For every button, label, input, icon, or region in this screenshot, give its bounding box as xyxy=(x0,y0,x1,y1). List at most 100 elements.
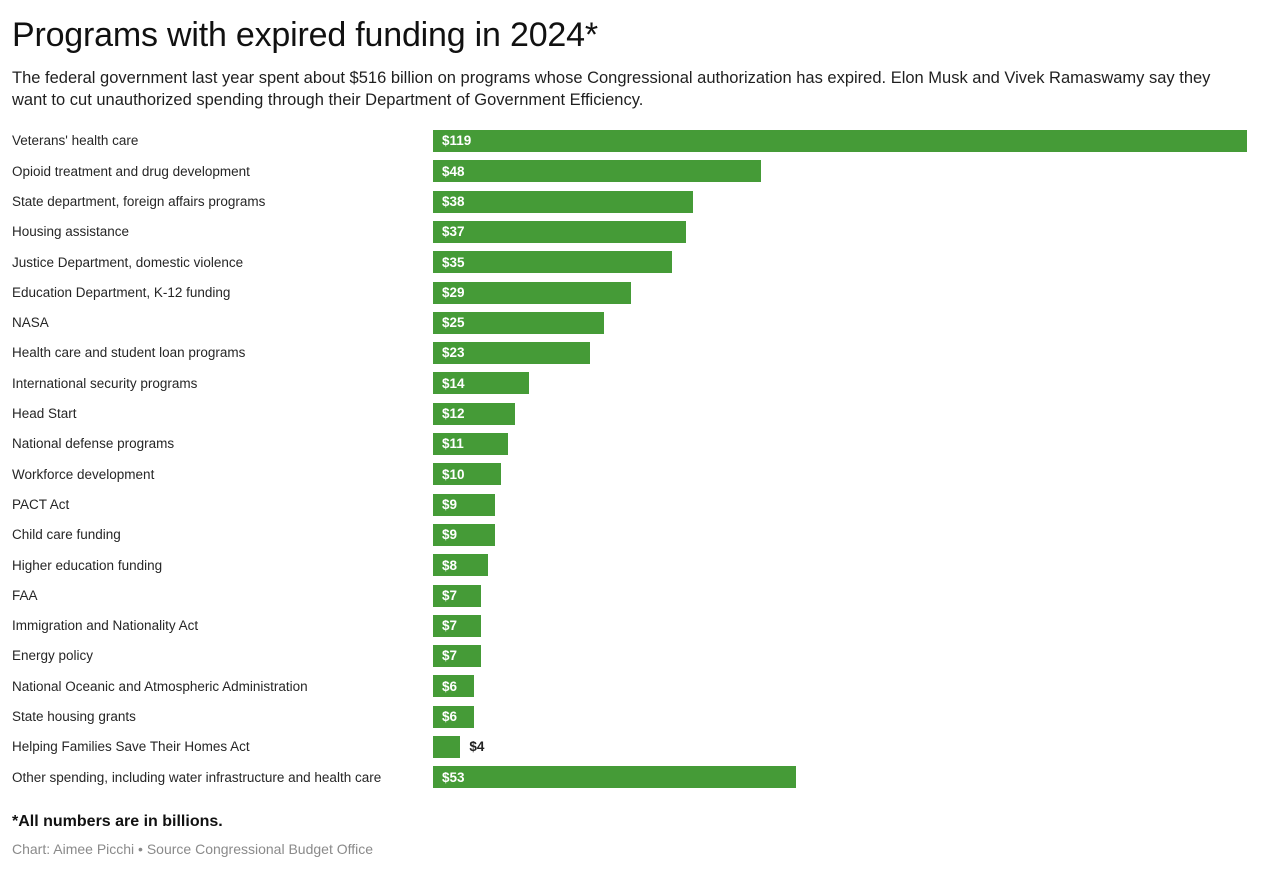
bar-category-label: Workforce development xyxy=(12,466,155,482)
bar[interactable]: $48 xyxy=(433,160,762,183)
bar-row: National Oceanic and Atmospheric Adminis… xyxy=(12,671,1268,701)
bar-category-label: Opioid treatment and drug development xyxy=(12,163,250,179)
bar-row: Housing assistance $37 xyxy=(12,217,1268,247)
bar[interactable] xyxy=(433,736,461,759)
bar-track: $9 xyxy=(433,520,1268,550)
bar-track: $53 xyxy=(433,762,1268,792)
bar-value-label: $10 xyxy=(442,466,465,482)
bar-track: $29 xyxy=(433,277,1268,307)
bar-value-label: $12 xyxy=(442,406,465,422)
bar[interactable]: $23 xyxy=(433,342,591,365)
bar-value-label: $48 xyxy=(442,163,465,179)
bar[interactable]: $37 xyxy=(433,220,687,243)
bar-track: $12 xyxy=(433,399,1268,429)
bar[interactable]: $14 xyxy=(433,372,529,395)
bar-track: $14 xyxy=(433,368,1268,398)
bar-track: $11 xyxy=(433,429,1268,459)
bar-category-label: Housing assistance xyxy=(12,224,130,240)
bar-category-label: State department, foreign affairs progra… xyxy=(12,193,266,209)
bar-track: $35 xyxy=(433,247,1268,277)
bar[interactable]: $53 xyxy=(433,766,796,789)
bar-track: $8 xyxy=(433,550,1268,580)
bar-row: Opioid treatment and drug development $48 xyxy=(12,156,1268,186)
bar-row: International security programs $14 xyxy=(12,368,1268,398)
bar[interactable]: $8 xyxy=(433,554,488,577)
bar-row: Health care and student loan programs $23 xyxy=(12,338,1268,368)
bar-row: State housing grants $6 xyxy=(12,702,1268,732)
bar[interactable]: $25 xyxy=(433,311,604,334)
bar-row: Higher education funding $8 xyxy=(12,550,1268,580)
bar-value-label: $11 xyxy=(442,436,464,452)
bar-category-label: PACT Act xyxy=(12,496,70,512)
bar-value-label: $7 xyxy=(442,618,458,634)
bar-value-label: $23 xyxy=(442,345,465,361)
bar-track: $6 xyxy=(433,671,1268,701)
bar[interactable]: $7 xyxy=(433,614,481,637)
bar[interactable]: $12 xyxy=(433,402,516,425)
bar-track: $48 xyxy=(433,156,1268,186)
bar-track: $10 xyxy=(433,459,1268,489)
bar-value-label: $25 xyxy=(442,315,465,331)
bar-category-label: National defense programs xyxy=(12,436,175,452)
bar-category-label: Higher education funding xyxy=(12,557,163,573)
bar-track: $37 xyxy=(433,217,1268,247)
bar[interactable]: $119 xyxy=(433,130,1247,153)
bar-value-label: $7 xyxy=(442,648,458,664)
bar-track: $7 xyxy=(433,611,1268,641)
bar[interactable]: $7 xyxy=(433,584,481,607)
bar-track: $4 xyxy=(433,732,1268,762)
bar[interactable]: $29 xyxy=(433,281,632,304)
bar-value-label: $35 xyxy=(442,254,465,270)
bar[interactable]: $7 xyxy=(433,645,481,668)
bar[interactable]: $11 xyxy=(433,433,509,456)
bar[interactable]: $10 xyxy=(433,463,502,486)
bar-category-label: Health care and student loan programs xyxy=(12,345,246,361)
bar-rows-container: Veterans' health care $119 Opioid treatmen… xyxy=(12,126,1268,793)
bar-category-label: Helping Families Save Their Homes Act xyxy=(12,739,250,755)
bar-value-label: $9 xyxy=(442,527,458,543)
bar[interactable]: $35 xyxy=(433,251,673,274)
chart-footnote: *All numbers are in billions. xyxy=(12,813,223,831)
bar-row: Education Department, K-12 funding $29 xyxy=(12,277,1268,307)
chart-subtitle: The federal government last year spent a… xyxy=(12,69,1211,110)
bar-row: Veterans' health care $119 xyxy=(12,126,1268,156)
page-title: Programs with expired funding in 2024* xyxy=(12,16,598,54)
bar[interactable]: $9 xyxy=(433,493,495,516)
bar-track: $6 xyxy=(433,702,1268,732)
bar-track: $25 xyxy=(433,308,1268,338)
bar-value-label: $29 xyxy=(442,284,465,300)
bar-track: $38 xyxy=(433,187,1268,217)
bar[interactable]: $38 xyxy=(433,190,693,213)
bar-row: Workforce development $10 xyxy=(12,459,1268,489)
bar-value-label: $6 xyxy=(442,708,458,724)
bar-row: Child care funding $9 xyxy=(12,520,1268,550)
bar-category-label: International security programs xyxy=(12,375,198,391)
bar-category-label: Immigration and Nationality Act xyxy=(12,618,199,634)
bar-row: Other spending, including water infrastr… xyxy=(12,762,1268,792)
bar-value-label: $37 xyxy=(442,224,465,240)
bar-value-label: $4 xyxy=(469,739,485,755)
bar-track: $7 xyxy=(433,641,1268,671)
bar-value-label: $119 xyxy=(442,133,472,149)
bar[interactable]: $6 xyxy=(433,675,475,698)
bar-category-label: State housing grants xyxy=(12,708,136,724)
bar-row: Energy policy $7 xyxy=(12,641,1268,671)
bar-row: Immigration and Nationality Act $7 xyxy=(12,611,1268,641)
bar-chart: Veterans' health care $119 Opioid treatmen… xyxy=(12,126,1268,793)
bar-value-label: $6 xyxy=(442,678,458,694)
bar-value-label: $38 xyxy=(442,193,465,209)
bar-track: $119 xyxy=(433,126,1268,156)
bar-category-label: Education Department, K-12 funding xyxy=(12,284,231,300)
bar-category-label: National Oceanic and Atmospheric Adminis… xyxy=(12,678,308,694)
bar-value-label: $7 xyxy=(442,587,458,603)
bar[interactable]: $9 xyxy=(433,523,495,546)
bar-category-label: Child care funding xyxy=(12,527,121,543)
bar-row: Justice Department, domestic violence $35 xyxy=(12,247,1268,277)
bar-track: $7 xyxy=(433,580,1268,610)
bar-value-label: $9 xyxy=(442,496,458,512)
bar-track: $23 xyxy=(433,338,1268,368)
bar-category-label: NASA xyxy=(12,315,49,331)
bar-category-label: Justice Department, domestic violence xyxy=(12,254,244,270)
bar[interactable]: $6 xyxy=(433,705,475,728)
